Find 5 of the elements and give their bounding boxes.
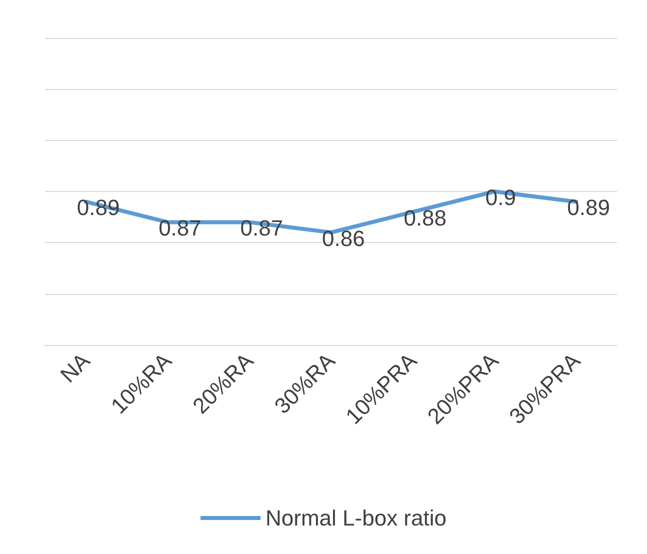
x-tick-label: NA bbox=[55, 348, 95, 388]
legend-label: Normal L-box ratio bbox=[266, 506, 446, 530]
data-label: 0.89 bbox=[567, 195, 610, 220]
data-label: 0.86 bbox=[322, 226, 365, 251]
data-label: 0.88 bbox=[404, 205, 447, 230]
